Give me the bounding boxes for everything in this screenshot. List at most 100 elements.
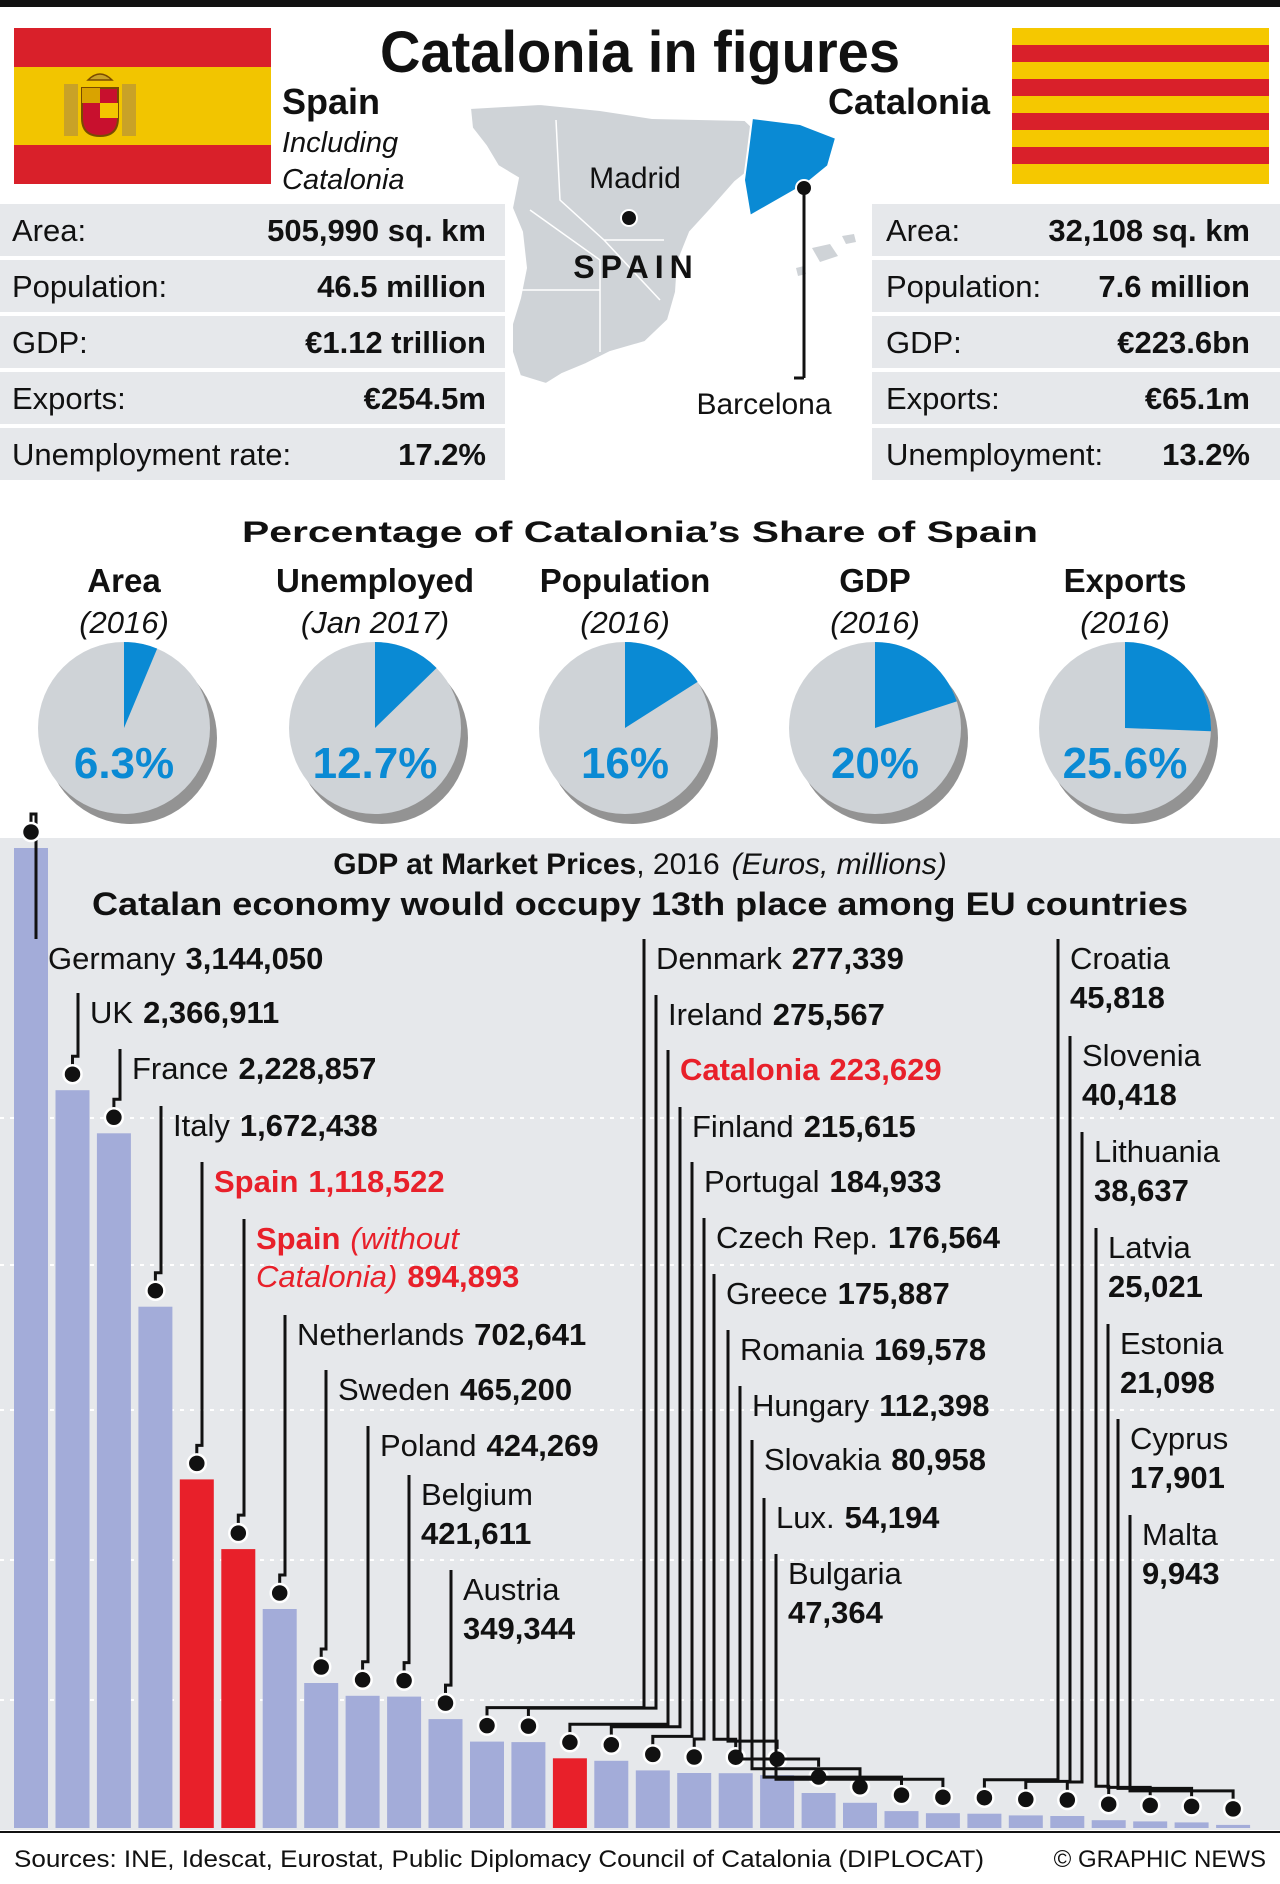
stat-row bbox=[872, 260, 1280, 312]
stat-value: €1.12 trillion bbox=[305, 325, 486, 360]
bar-label-value: 465,200 bbox=[460, 1372, 572, 1407]
leader-dot bbox=[186, 1453, 208, 1474]
bar-label-value: 2,366,911 bbox=[143, 995, 279, 1030]
bar-label-value: 169,578 bbox=[874, 1332, 986, 1367]
leader-dot bbox=[642, 1744, 664, 1765]
pie-slice-catalonia bbox=[625, 642, 698, 728]
pie-value-label: 20% bbox=[831, 739, 919, 788]
bar-label-country-suffix: (without bbox=[350, 1221, 460, 1256]
gdp-bar bbox=[760, 1775, 795, 1828]
gdp-bar bbox=[925, 1813, 960, 1828]
spain-flag bbox=[14, 28, 271, 184]
bar-label-value: 215,615 bbox=[804, 1109, 916, 1144]
bar-label-value: 1,118,522 bbox=[308, 1164, 444, 1199]
bar-label-country: Finland bbox=[692, 1109, 794, 1144]
bar-label: Sweden 465,200 bbox=[338, 1372, 572, 1407]
leader-dot bbox=[476, 1715, 498, 1736]
stat-label: Population: bbox=[886, 269, 1041, 304]
bar-label-value: 175,887 bbox=[838, 1276, 950, 1311]
bar-label-country: Bulgaria bbox=[788, 1556, 902, 1591]
bar-label: UK 2,366,911 bbox=[90, 995, 279, 1030]
stat-value: €65.1m bbox=[1145, 381, 1250, 416]
pie-series-period: (Jan 2017) bbox=[301, 605, 449, 640]
bar-label: Estonia bbox=[1120, 1326, 1224, 1361]
stat-value: 46.5 million bbox=[317, 269, 486, 304]
bar-label: Lux. 54,194 bbox=[776, 1500, 940, 1535]
stat-label: Exports: bbox=[12, 381, 126, 416]
gdp-bar bbox=[262, 1609, 297, 1828]
leader-dot bbox=[1181, 1796, 1202, 1817]
bar-label: Netherlands 702,641 bbox=[297, 1317, 586, 1352]
leader-dot bbox=[393, 1670, 415, 1691]
gdp-bar bbox=[511, 1742, 546, 1828]
gdp-bar bbox=[801, 1793, 836, 1828]
leader-dot bbox=[62, 1063, 83, 1085]
gdp-chart-subtitle: Catalan economy would occupy 13th place … bbox=[92, 886, 1188, 922]
bar-label-country: Slovakia bbox=[764, 1442, 882, 1477]
bar-label-country: Estonia bbox=[1120, 1326, 1224, 1361]
bar-label: Portugal 184,933 bbox=[704, 1164, 942, 1199]
bar-label: Ireland 275,567 bbox=[668, 997, 885, 1032]
spain-map: Madrid SPAIN Barcelona bbox=[468, 102, 856, 421]
stat-label: Population: bbox=[12, 269, 167, 304]
gdp-bar bbox=[1008, 1815, 1043, 1828]
bar-label-value: 47,364 bbox=[788, 1595, 884, 1630]
leader-dot bbox=[725, 1746, 746, 1768]
bar-label-country: Slovenia bbox=[1082, 1038, 1202, 1073]
catalonia-region bbox=[742, 116, 838, 218]
bar-label: Romania 169,578 bbox=[740, 1332, 986, 1367]
gdp-bar bbox=[1133, 1821, 1168, 1828]
bar-label-country: Germany bbox=[48, 941, 176, 976]
pie-series-name: Area bbox=[87, 562, 161, 599]
bar-label-value: 2,228,857 bbox=[238, 1051, 376, 1086]
bar-label: Bulgaria bbox=[788, 1556, 902, 1591]
bar-label-country: Portugal bbox=[704, 1164, 819, 1199]
region-borders bbox=[520, 119, 664, 352]
page-title: Catalonia in figures bbox=[380, 20, 900, 85]
bar-label: Malta bbox=[1142, 1517, 1219, 1552]
bar-label-country: Netherlands bbox=[297, 1317, 464, 1352]
stat-row bbox=[872, 372, 1280, 424]
gdp-bar bbox=[345, 1695, 380, 1828]
gdp-bar bbox=[718, 1773, 753, 1828]
stat-row bbox=[0, 204, 505, 256]
stat-value: 17.2% bbox=[398, 437, 486, 472]
gdp-bar bbox=[677, 1773, 712, 1828]
bar-label-value: 112,398 bbox=[879, 1388, 989, 1423]
bar-label-country: Greece bbox=[726, 1276, 828, 1311]
sources-text: Sources: INE, Idescat, Eurostat, Public … bbox=[14, 1846, 984, 1873]
leader-dot bbox=[352, 1669, 373, 1691]
madrid-marker bbox=[620, 209, 638, 227]
bar-label-country: Latvia bbox=[1108, 1230, 1191, 1265]
gdp-bar bbox=[221, 1549, 256, 1828]
bar-label-value: 424,269 bbox=[487, 1428, 599, 1463]
bar-label-country: Catalonia bbox=[680, 1052, 820, 1087]
leader-dot bbox=[103, 1107, 125, 1128]
gdp-bar bbox=[470, 1741, 504, 1828]
gdp-bar-labels: Germany 3,144,050 UK 2,366,911 France 2,228,8… bbox=[48, 941, 1228, 1646]
gdp-bar bbox=[428, 1719, 463, 1828]
leader-dot bbox=[601, 1734, 622, 1756]
pie-value-label: 25.6% bbox=[1063, 739, 1188, 788]
leader-dot bbox=[228, 1522, 249, 1544]
bar-label-country: UK bbox=[90, 995, 133, 1030]
stat-value: €223.6bn bbox=[1117, 325, 1250, 360]
madrid-label: Madrid bbox=[589, 162, 681, 195]
bar-label-country: Czech Rep. bbox=[716, 1220, 878, 1255]
gdp-bar bbox=[552, 1758, 587, 1828]
bar-label-country: Spain bbox=[256, 1221, 340, 1256]
bar-label-value: 275,567 bbox=[773, 997, 885, 1032]
spain-subheading-line1: Including bbox=[282, 127, 398, 159]
gdp-bars bbox=[14, 848, 1251, 1828]
leader-dot bbox=[974, 1787, 995, 1808]
bar-label-country: Romania bbox=[740, 1332, 865, 1367]
gdp-title-main: GDP at Market Prices bbox=[333, 848, 636, 881]
pie-series-name: GDP bbox=[839, 562, 911, 599]
bar-label-value: 702,641 bbox=[474, 1317, 586, 1352]
pie-series-name: Unemployed bbox=[276, 562, 474, 599]
bar-label-country: Hungary bbox=[752, 1388, 870, 1423]
bar-label: Poland 424,269 bbox=[380, 1428, 599, 1463]
bar-label-value: 223,629 bbox=[830, 1052, 942, 1087]
bar-label-country: Poland bbox=[380, 1428, 477, 1463]
